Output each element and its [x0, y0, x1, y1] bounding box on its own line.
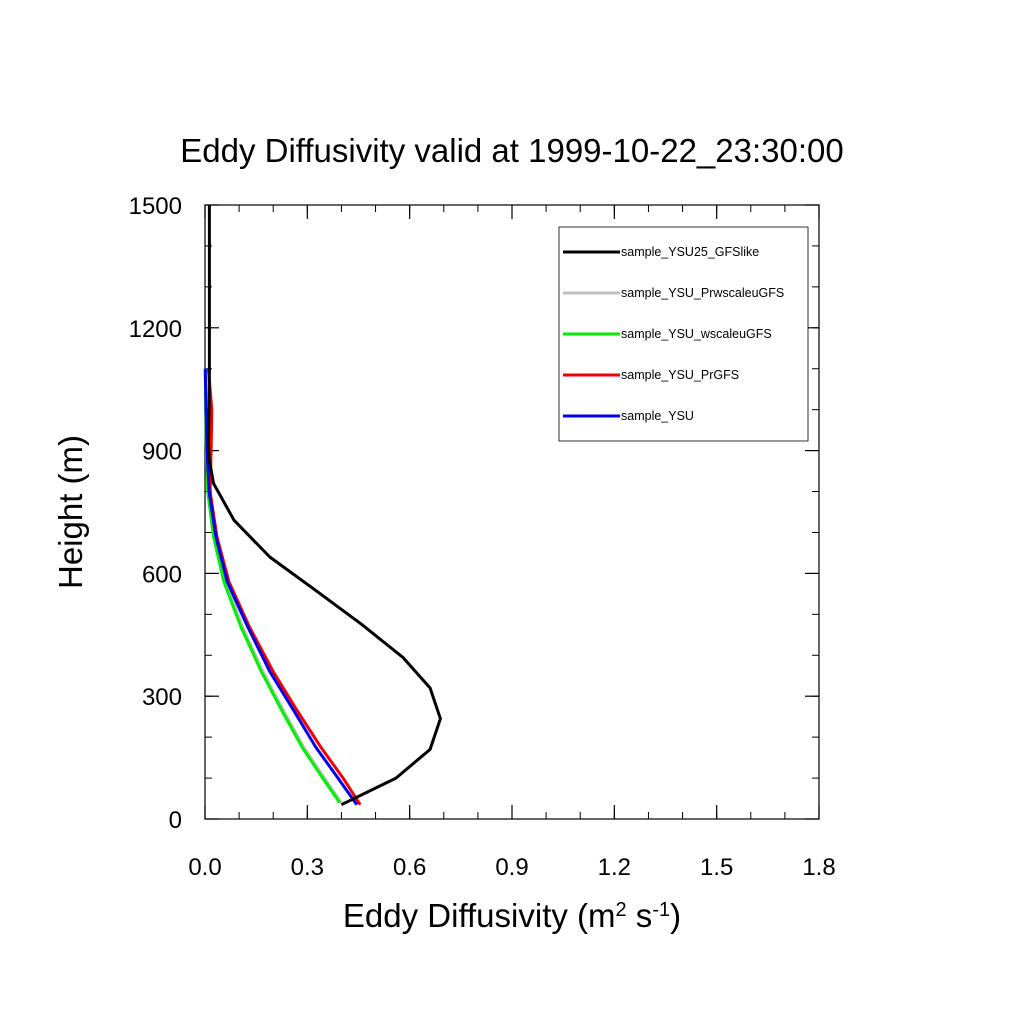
series-line-sample-ysu-prgfs: [206, 368, 362, 806]
y-tick-label: 1500: [129, 193, 182, 220]
x-axis-ticks: 0.0 0.3 0.6 0.9 1.2 1.5 1.8: [188, 205, 836, 881]
y-tick-label: 0: [169, 807, 182, 834]
y-tick-label: 300: [142, 684, 182, 711]
x-tick-label: 0.6: [393, 854, 426, 881]
y-tick-label: 600: [142, 561, 182, 588]
x-tick-label: 0.3: [291, 854, 324, 881]
x-axis-label: Eddy Diffusivity (m2 s-1): [343, 897, 681, 934]
x-tick-label: 0.9: [495, 854, 528, 881]
series-line-sample-ysu25-gfslike: [206, 205, 442, 807]
y-tick-label: 1200: [129, 316, 182, 343]
legend-entries: sample_YSU25_GFSlike sample_YSU_Prwscaleu…: [563, 245, 784, 423]
legend-label: sample_YSU_PrGFS: [621, 368, 739, 382]
legend-label: sample_YSU: [621, 409, 694, 423]
legend-label: sample_YSU_PrwscaleuGFS: [621, 286, 784, 300]
series-lines: [203, 205, 442, 807]
legend-label: sample_YSU25_GFSlike: [621, 245, 759, 259]
chart-title: Eddy Diffusivity valid at 1999-10-22_23:…: [180, 132, 843, 169]
y-tick-label: 900: [142, 439, 182, 466]
x-tick-label: 1.2: [598, 854, 631, 881]
y-axis-label: Height (m): [52, 435, 89, 589]
series-line-sample-ysu-wscaleugfs: [203, 368, 341, 804]
x-tick-label: 1.8: [802, 854, 835, 881]
series-line-sample-ysu: [203, 368, 359, 806]
legend: sample_YSU25_GFSlike sample_YSU_Prwscaleu…: [558, 226, 809, 442]
legend-label: sample_YSU_wscaleuGFS: [621, 327, 772, 341]
y-axis-ticks: 0 300 600 900 1200 1500: [129, 193, 819, 834]
x-tick-label: 0.0: [188, 854, 221, 881]
x-tick-label: 1.5: [700, 854, 733, 881]
